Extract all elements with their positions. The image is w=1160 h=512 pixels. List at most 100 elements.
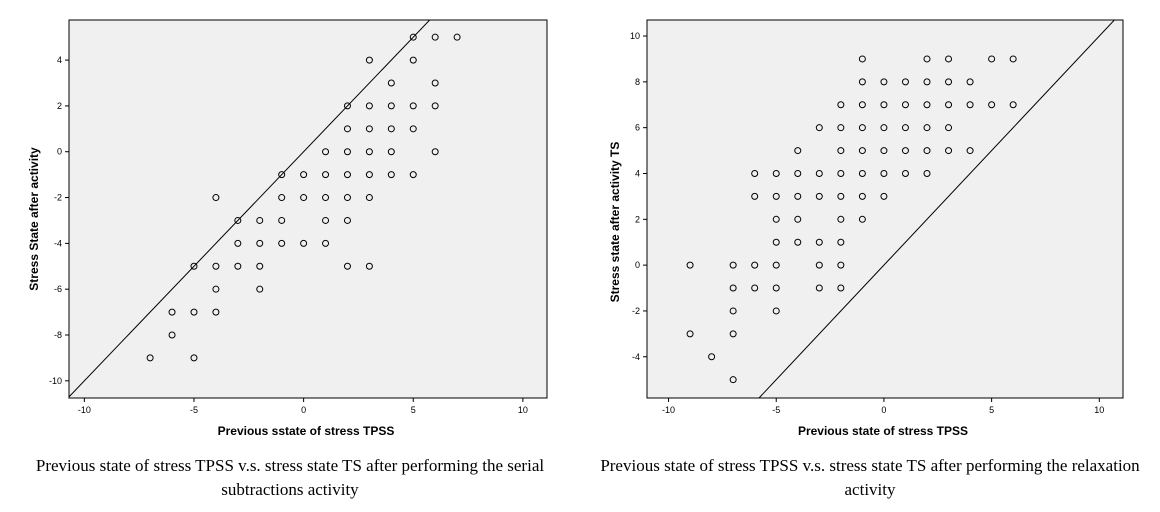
y-tick-label: -6 xyxy=(54,284,62,294)
data-point xyxy=(278,216,286,224)
data-point xyxy=(837,192,845,200)
data-point xyxy=(322,148,330,156)
data-point xyxy=(837,238,845,246)
data-point xyxy=(322,239,330,247)
data-point xyxy=(772,238,780,246)
data-point xyxy=(729,307,737,315)
data-point xyxy=(343,194,351,202)
data-point xyxy=(858,55,866,63)
data-point xyxy=(923,169,931,177)
y-tick-label: -2 xyxy=(54,193,62,203)
y-tick-label: 4 xyxy=(57,55,62,65)
data-point xyxy=(365,125,373,133)
data-point xyxy=(234,262,242,270)
data-point xyxy=(923,78,931,86)
data-point xyxy=(365,56,373,64)
data-point xyxy=(815,261,823,269)
data-point xyxy=(1009,101,1017,109)
data-point xyxy=(387,125,395,133)
y-tick-label: 0 xyxy=(57,147,62,157)
right-scatter-chart: -10 -5 0 5 10 -4 -2 0 2 4 6 8 10 Previous state of st… xyxy=(608,19,1124,438)
data-point xyxy=(256,216,264,224)
y-tick-label: -10 xyxy=(49,376,62,386)
data-point xyxy=(212,194,220,202)
data-point xyxy=(212,262,220,270)
data-point xyxy=(880,124,888,132)
data-point xyxy=(858,124,866,132)
y-axis-label: Stress State after activity xyxy=(27,147,41,291)
data-point xyxy=(815,169,823,177)
data-point xyxy=(212,308,220,316)
data-point xyxy=(858,192,866,200)
data-point xyxy=(837,169,845,177)
data-point xyxy=(168,331,176,339)
data-point xyxy=(837,124,845,132)
data-point xyxy=(794,238,802,246)
y-tick-label: 0 xyxy=(635,260,640,270)
data-point xyxy=(815,124,823,132)
data-point xyxy=(365,262,373,270)
data-point xyxy=(751,284,759,292)
data-point xyxy=(322,216,330,224)
plot-area xyxy=(646,19,1124,399)
data-point xyxy=(431,33,439,41)
x-tick-label: 5 xyxy=(989,405,994,415)
data-point xyxy=(815,238,823,246)
data-point xyxy=(322,194,330,202)
x-tick-label: -5 xyxy=(772,405,780,415)
data-point xyxy=(278,239,286,247)
data-point xyxy=(409,171,417,179)
data-point xyxy=(453,33,461,41)
data-point xyxy=(278,171,286,179)
data-point xyxy=(300,194,308,202)
data-point xyxy=(729,376,737,384)
data-point xyxy=(988,101,996,109)
data-point xyxy=(300,171,308,179)
data-point xyxy=(945,78,953,86)
data-point xyxy=(923,101,931,109)
data-point xyxy=(343,216,351,224)
data-point xyxy=(190,354,198,362)
data-point xyxy=(343,171,351,179)
data-point xyxy=(234,239,242,247)
data-point xyxy=(901,101,909,109)
data-point xyxy=(815,284,823,292)
x-tick-label: -10 xyxy=(78,405,91,415)
data-point xyxy=(966,78,974,86)
data-point xyxy=(431,79,439,87)
data-point xyxy=(409,33,417,41)
x-tick-label: 10 xyxy=(518,405,528,415)
y-tick-label: 6 xyxy=(635,123,640,133)
data-point xyxy=(256,262,264,270)
data-point xyxy=(794,192,802,200)
data-point xyxy=(343,102,351,110)
data-point xyxy=(431,102,439,110)
data-point xyxy=(387,171,395,179)
data-point xyxy=(409,102,417,110)
data-point xyxy=(772,261,780,269)
data-point xyxy=(387,79,395,87)
data-point xyxy=(945,124,953,132)
data-point xyxy=(858,169,866,177)
data-point xyxy=(751,169,759,177)
x-tick-label: -10 xyxy=(662,405,675,415)
data-point xyxy=(988,55,996,63)
data-point xyxy=(300,239,308,247)
data-point xyxy=(945,55,953,63)
data-point xyxy=(190,308,198,316)
data-point xyxy=(278,194,286,202)
data-point xyxy=(880,169,888,177)
y-axis-label: Stress state after activity TS xyxy=(608,142,622,303)
data-point xyxy=(256,239,264,247)
data-point xyxy=(729,261,737,269)
x-axis-label: Previous sstate of stress TPSS xyxy=(218,424,395,438)
data-point xyxy=(880,78,888,86)
data-point xyxy=(168,308,176,316)
data-point xyxy=(365,171,373,179)
data-point xyxy=(387,102,395,110)
data-point xyxy=(966,147,974,155)
data-point xyxy=(794,169,802,177)
data-point xyxy=(146,354,154,362)
left-scatter-chart: -10 -5 0 5 10 -10 -8 -6 -4 -2 0 2 4 Previous sstate o… xyxy=(27,19,548,438)
data-point xyxy=(880,101,888,109)
